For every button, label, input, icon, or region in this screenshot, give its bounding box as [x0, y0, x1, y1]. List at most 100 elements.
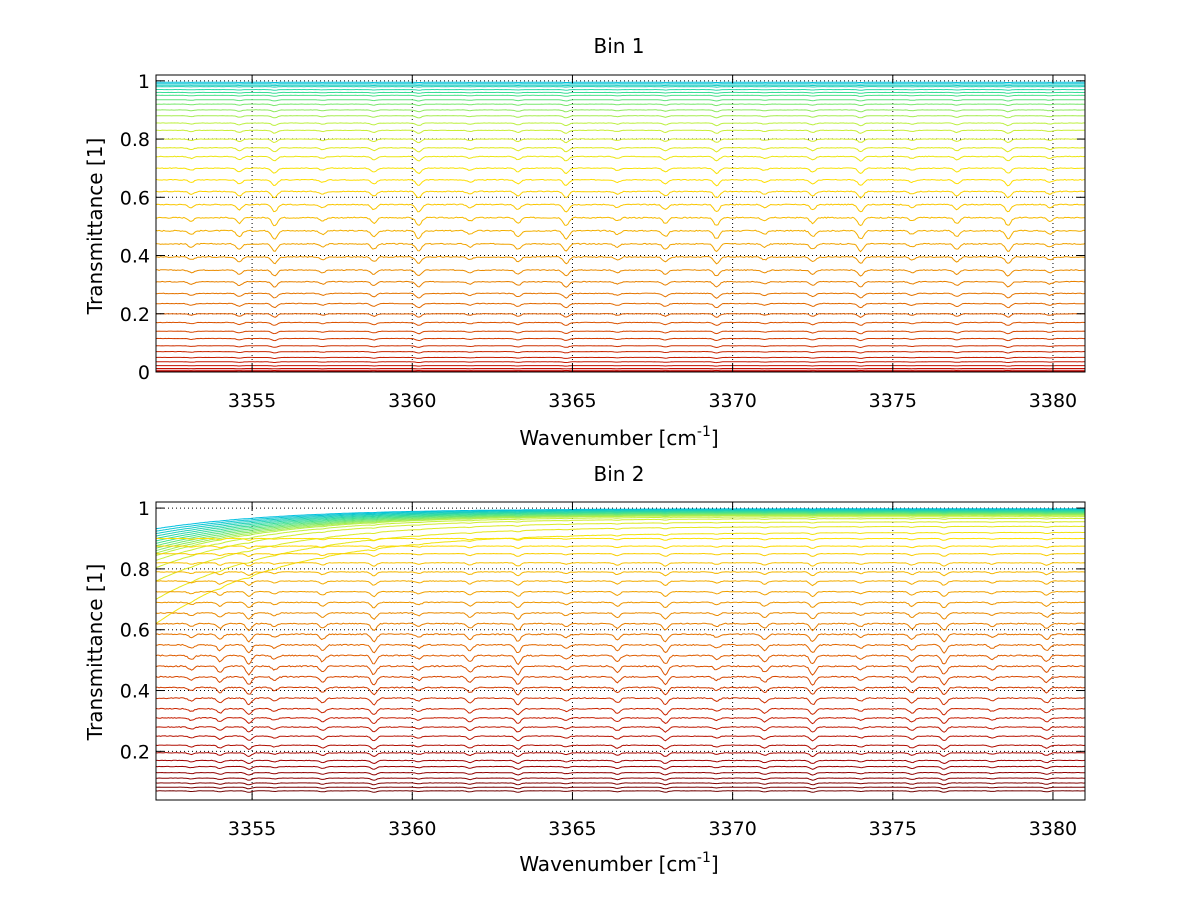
- spectrum-series-line: [155, 771, 1085, 776]
- spectrum-series-line: [155, 590, 1086, 598]
- spectrum-series-line: [155, 167, 1086, 175]
- spectrum-series-line: [155, 330, 1086, 335]
- x-tick-label: 3370: [708, 390, 756, 412]
- x-tick-label: 3370: [708, 818, 756, 840]
- y-tick-label: 0.4: [120, 246, 150, 268]
- spectra-traces: [155, 508, 1086, 793]
- spectrum-series-line: [155, 510, 1086, 539]
- spectrum-series-line: [155, 146, 1086, 153]
- y-tick-label: 0.2: [120, 741, 150, 763]
- plot-frame: [155, 501, 1086, 801]
- spectrum-series-line: [155, 109, 1086, 113]
- spectrum-series-line: [155, 91, 1085, 94]
- spectrum-series-line: [155, 94, 1085, 97]
- spectrum-series-line: [155, 697, 1086, 706]
- spectrum-series-line: [155, 552, 1086, 558]
- spectrum-series-line: [155, 115, 1085, 119]
- spectrum-series-line: [156, 562, 1086, 567]
- spectrum-series-line: [156, 686, 1086, 696]
- bin-1-panel: Bin 1 3355 3360 3365 3370 3375 3380 0 0.2 0.4 0.…: [83, 34, 1086, 450]
- spectrum-series-line: [155, 765, 1085, 770]
- spectrum-series-line: [155, 138, 1086, 144]
- y-tick-label: 0: [138, 362, 150, 384]
- spectrum-series-line: [155, 514, 1085, 554]
- x-axis-label-end: ]: [711, 852, 719, 876]
- spectrum-series-line: [156, 752, 1086, 758]
- spectrum-series-line: [155, 744, 1086, 750]
- spectrum-series-line: [155, 601, 1086, 609]
- chart-title: Bin 2: [593, 462, 644, 486]
- x-axis-label: Wavenumber [cm-1]: [519, 424, 718, 450]
- spectrum-series-line: [155, 716, 1086, 725]
- y-tick-label: 0.6: [120, 187, 150, 209]
- spectrum-series-line: [155, 675, 1086, 686]
- spectrum-series-line: [155, 190, 1086, 199]
- x-tick-label: 3360: [388, 818, 436, 840]
- x-axis-label: Wavenumber [cm-1]: [519, 850, 718, 876]
- x-axis-label-end: ]: [711, 426, 719, 450]
- spectrum-series-line: [156, 86, 1085, 88]
- spectrum-series-line: [155, 337, 1085, 342]
- spectrum-series-line: [155, 178, 1086, 187]
- x-tick-label: 3360: [388, 390, 436, 412]
- spectrum-series-line: [155, 571, 1086, 577]
- spectrum-series-line: [155, 525, 1086, 600]
- spectrum-series-line: [155, 612, 1086, 620]
- spectrum-series-line: [155, 269, 1086, 277]
- y-tick-label: 1: [138, 498, 150, 520]
- spectrum-series-line: [155, 312, 1086, 318]
- x-tick-label: 3380: [1029, 818, 1077, 840]
- y-axis-label: Transmittance [1]: [83, 138, 107, 316]
- spectrum-series-line: [155, 280, 1086, 288]
- spectrum-series-line: [155, 664, 1086, 676]
- x-axis-label-superscript: -1: [697, 424, 711, 440]
- y-axis-ticks: 0.2 0.4 0.6 0.8 1: [120, 498, 1085, 763]
- spectrum-series-line: [155, 122, 1086, 127]
- spectrum-series-line: [155, 643, 1086, 654]
- spectrum-series-line: [155, 516, 1085, 561]
- spectrum-series-line: [155, 511, 1085, 542]
- spectrum-series-line: [155, 508, 1085, 532]
- spectrum-series-line: [155, 514, 1085, 556]
- x-axis-ticks: 3355 3360 3365 3370 3375 3380: [228, 502, 1077, 840]
- y-tick-label: 0.2: [120, 304, 150, 326]
- spectrum-series-line: [155, 545, 1085, 550]
- spectrum-series-line: [155, 654, 1086, 666]
- spectrum-series-line: [156, 777, 1085, 781]
- spectrum-series-line: [155, 517, 1085, 569]
- spectrum-series-line: [155, 580, 1086, 587]
- spectrum-series-line: [156, 103, 1085, 107]
- spectrum-series-line: [156, 361, 1085, 364]
- spectrum-series-line: [155, 622, 1086, 632]
- spectrum-series-line: [156, 759, 1086, 765]
- spectrum-series-line: [156, 537, 1086, 541]
- x-axis-label-main: Wavenumber [cm: [519, 426, 697, 450]
- spectrum-series-line: [155, 229, 1086, 240]
- spectrum-series-line: [155, 203, 1086, 213]
- spectrum-series-line: [155, 509, 1085, 535]
- grid-lines: [156, 75, 1085, 373]
- spectrum-series-line: [155, 321, 1086, 326]
- x-tick-label: 3365: [548, 818, 596, 840]
- spectrum-series-line: [155, 511, 1086, 544]
- spectrum-series-line: [155, 531, 1086, 625]
- spectrum-series-line: [155, 790, 1086, 793]
- spectrum-series-line: [155, 242, 1086, 253]
- bin-2-panel: Bin 2 3355 3360 3365 3370 3375 3380 0.2 0.4 0.6…: [83, 462, 1086, 876]
- y-axis-ticks: 0 0.2 0.4 0.6 0.8 1: [120, 71, 1085, 384]
- spectrum-series-line: [155, 707, 1086, 716]
- plot-frame: [155, 74, 1086, 373]
- spectrum-series-line: [155, 508, 1085, 530]
- spectrum-series-line: [155, 99, 1086, 102]
- spectrum-series-line: [155, 735, 1086, 742]
- x-axis-label-superscript: -1: [697, 850, 711, 866]
- x-axis-ticks: 3355 3360 3365 3370 3375 3380: [228, 75, 1077, 412]
- x-tick-label: 3355: [228, 818, 276, 840]
- y-tick-label: 0.4: [120, 681, 150, 703]
- spectrum-series-line: [156, 350, 1086, 354]
- spectrum-series-line: [155, 633, 1086, 643]
- spectrum-series-line: [155, 512, 1086, 547]
- x-tick-label: 3375: [869, 818, 917, 840]
- x-tick-label: 3380: [1029, 390, 1077, 412]
